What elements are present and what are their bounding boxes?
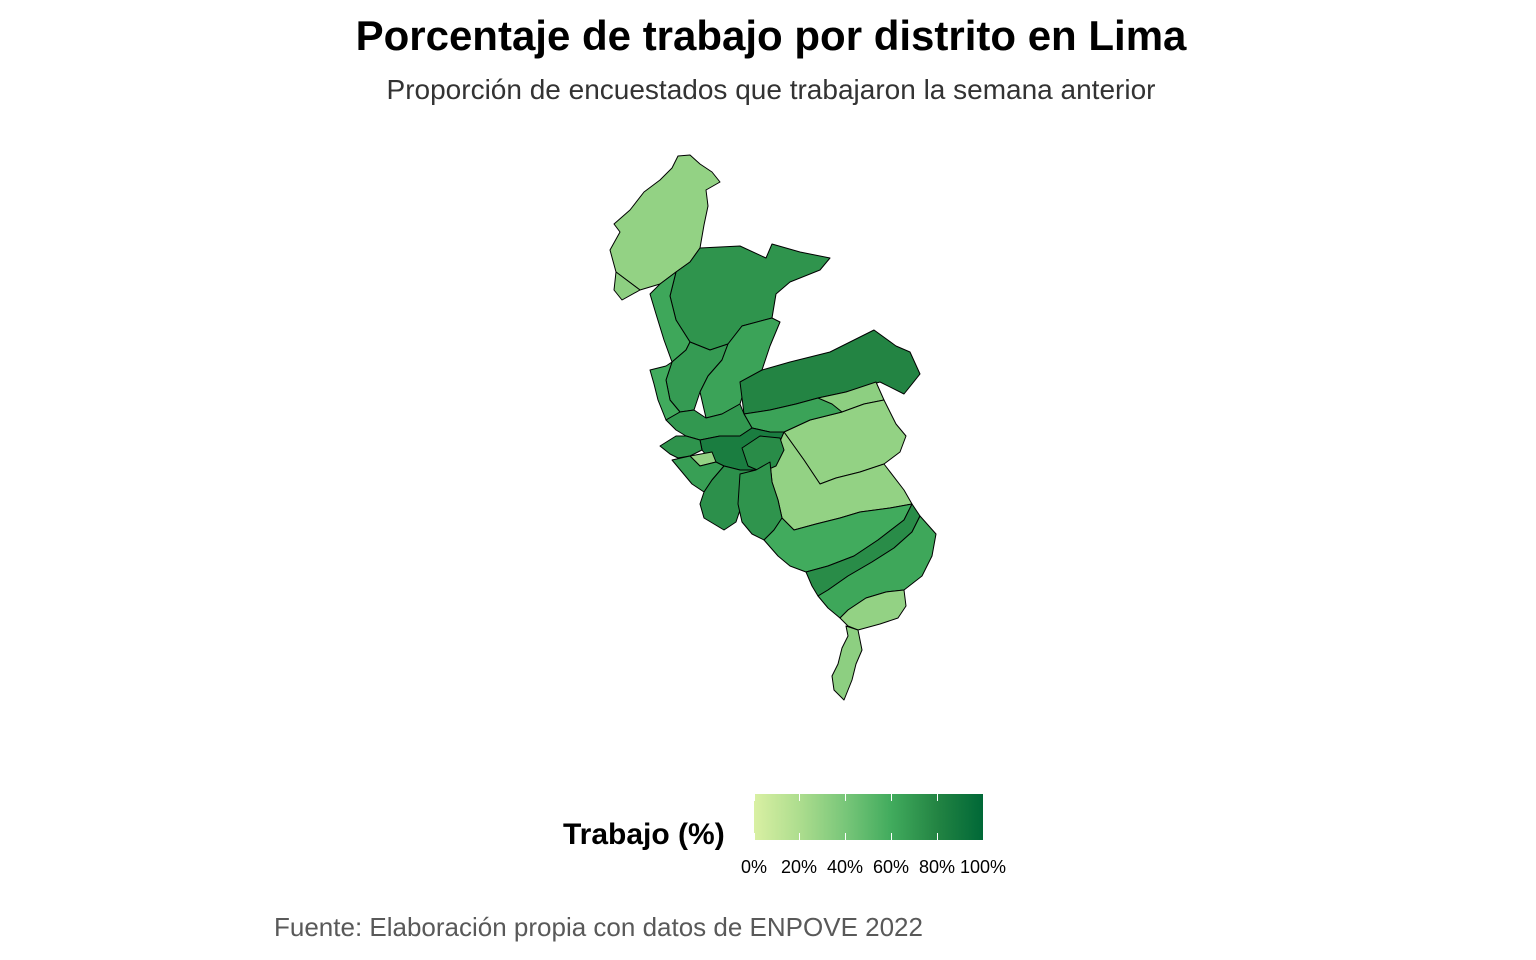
legend-label-80: 80% [918, 857, 956, 877]
district-norte-7 [649, 361, 681, 421]
legend-label-40: 40% [826, 857, 864, 877]
legend-label-20: 20% [780, 857, 818, 877]
district-centro-6 [659, 435, 703, 459]
legend-label-100: 100% [959, 857, 1007, 877]
district-sur-7 [831, 625, 863, 701]
source-caption: Fuente: Elaboración propia con datos de … [274, 912, 923, 942]
map-subtitle: Proporción de encuestados que trabajaron… [386, 74, 1156, 105]
legend-title: Trabajo (%) [563, 818, 725, 851]
map-title: Porcentaje de trabajo por distrito en Li… [355, 12, 1187, 59]
legend-label-60: 60% [872, 857, 910, 877]
district-norte-2 [613, 271, 641, 301]
legend-label-0: 0% [740, 857, 768, 877]
legend-color-bar [754, 794, 983, 840]
district-centro-3 [741, 435, 785, 473]
